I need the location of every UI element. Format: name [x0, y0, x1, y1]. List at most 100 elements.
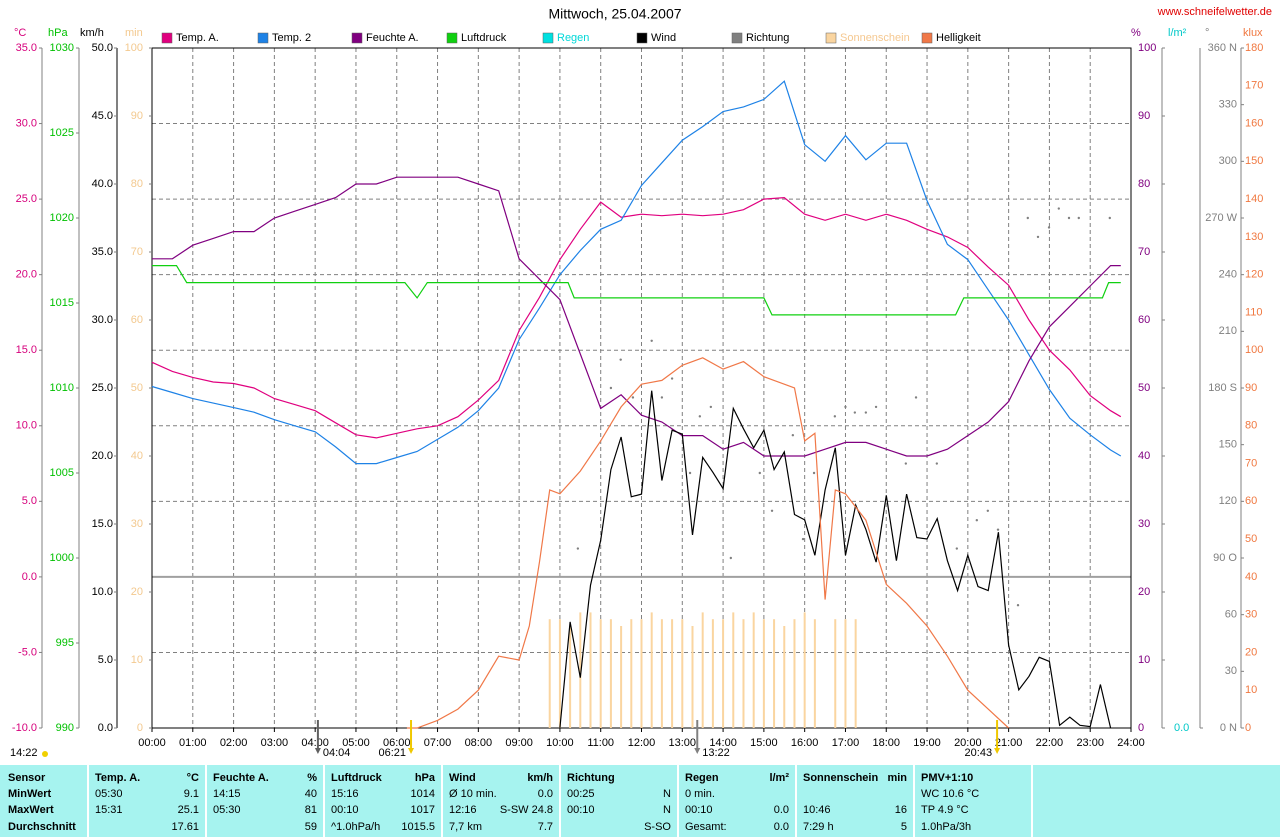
summary-cell: 1.0hPa/3h	[921, 821, 971, 833]
y-tick-label: 180 S	[1208, 382, 1237, 394]
legend-swatch	[731, 32, 743, 44]
y-tick-label: 300	[1219, 155, 1237, 167]
legend-label: Helligkeit	[936, 32, 981, 44]
y-tick-label: 1005	[50, 467, 74, 479]
y-tick-label: 50	[131, 382, 143, 394]
event-icon	[994, 748, 1001, 754]
y-tick-label: 50	[1138, 382, 1150, 394]
moon-time: 14:22	[10, 747, 38, 759]
direction-dot	[709, 405, 713, 409]
sunshine-bar	[609, 619, 612, 728]
x-tick-label: 18:00	[872, 737, 900, 749]
y-tick-label: 20	[1245, 646, 1257, 658]
summary-cell: 1015.5	[401, 821, 435, 833]
axis-unit: l/m²	[1168, 27, 1187, 39]
y-tick-label: 90	[1245, 382, 1257, 394]
y-tick-label: 60	[1138, 314, 1150, 326]
x-tick-label: 15:00	[750, 737, 778, 749]
y-tick-label: 0	[1245, 722, 1251, 734]
x-tick-label: 06:00	[383, 737, 411, 749]
y-tick-label: 40.0	[92, 178, 113, 190]
sunshine-bar	[701, 612, 704, 728]
summary-row-label: MaxWert	[8, 804, 54, 816]
legend-label: Feuchte A.	[366, 32, 419, 44]
sunshine-bar	[579, 612, 582, 728]
direction-dot	[729, 556, 733, 560]
y-tick-label: 0 N	[1220, 722, 1237, 734]
summary-cell: 7,7 km	[449, 821, 482, 833]
y-tick-label: 140	[1245, 193, 1263, 205]
direction-dot	[631, 396, 635, 399]
summary-cell: TP 4.9 °C	[921, 804, 969, 816]
y-tick-label: 0.0	[22, 571, 37, 583]
y-tick-label: 35.0	[92, 246, 113, 258]
y-tick-label: 210	[1219, 325, 1237, 337]
summary-cell: 5	[901, 821, 907, 833]
sunshine-bar	[732, 612, 735, 728]
y-tick-label: 180	[1245, 42, 1263, 54]
y-tick-label: 1025	[50, 127, 74, 139]
sunshine-bar	[773, 619, 776, 728]
sunshine-bar	[620, 626, 623, 728]
summary-column-title: PMV+1:10	[921, 772, 973, 784]
y-tick-label: 35.0	[16, 42, 37, 54]
summary-cell: 14:15	[213, 788, 241, 800]
y-tick-label: 20	[1138, 586, 1150, 598]
summary-cell: 12:16	[449, 804, 477, 816]
legend-swatch	[921, 32, 933, 44]
sunshine-bar	[558, 619, 561, 728]
direction-dot	[609, 386, 613, 390]
y-tick-label: 10.0	[92, 586, 113, 598]
legend-swatch	[351, 32, 363, 44]
y-tick-label: 150	[1219, 439, 1237, 451]
summary-cell: 9.1	[184, 788, 199, 800]
sunshine-bar	[803, 612, 806, 728]
y-tick-label: 10	[1245, 684, 1257, 696]
y-tick-label: 995	[56, 637, 74, 649]
direction-dot	[576, 547, 580, 550]
y-tick-label: 20.0	[92, 450, 113, 462]
series-line	[559, 390, 1112, 729]
sunshine-bar	[569, 626, 572, 728]
y-tick-label: 80	[131, 178, 143, 190]
y-tick-label: 30	[1245, 609, 1257, 621]
sunshine-bar	[640, 619, 643, 728]
summary-cell: 15:16	[331, 788, 359, 800]
summary-column-title: Temp. A.	[95, 772, 140, 784]
direction-dot	[801, 537, 805, 541]
y-tick-label: 50.0	[92, 42, 113, 54]
direction-dot	[1067, 216, 1071, 220]
summary-cell: 00:10	[567, 804, 595, 816]
legend-label: Temp. A.	[176, 32, 219, 44]
sunshine-bar	[711, 619, 714, 728]
summary-cell: S-SO	[644, 821, 671, 833]
legend-label: Regen	[557, 32, 589, 44]
summary-column-title: Sonnenschein	[803, 772, 878, 784]
direction-dot	[660, 396, 664, 399]
direction-dot	[1036, 235, 1040, 239]
summary-column-unit: °C	[187, 772, 199, 784]
summary-cell: 10:46	[803, 804, 831, 816]
direction-dot	[650, 339, 653, 342]
y-tick-label: 30.0	[16, 117, 37, 129]
y-tick-label: 120	[1219, 495, 1237, 507]
axis-unit: °C	[14, 27, 26, 39]
direction-dot	[975, 519, 979, 522]
summary-column-unit: min	[887, 772, 907, 784]
y-tick-label: 100	[1245, 344, 1263, 356]
y-tick-label: 10.0	[16, 420, 37, 432]
y-tick-label: 60	[1225, 609, 1237, 621]
y-tick-label: -10.0	[12, 722, 37, 734]
y-tick-label: 40	[1138, 450, 1150, 462]
direction-dot	[758, 471, 761, 475]
summary-cell: Gesamt:	[685, 821, 727, 833]
y-tick-label: 20.0	[16, 269, 37, 281]
legend-swatch	[825, 32, 837, 44]
x-tick-label: 14:00	[709, 737, 737, 749]
source-link[interactable]: www.schneifelwetter.de	[1157, 6, 1272, 18]
y-tick-label: 1020	[50, 212, 74, 224]
sunshine-bar	[660, 619, 663, 728]
event-icon	[314, 748, 321, 754]
y-tick-label: 170	[1245, 80, 1263, 92]
x-tick-label: 07:00	[424, 737, 452, 749]
